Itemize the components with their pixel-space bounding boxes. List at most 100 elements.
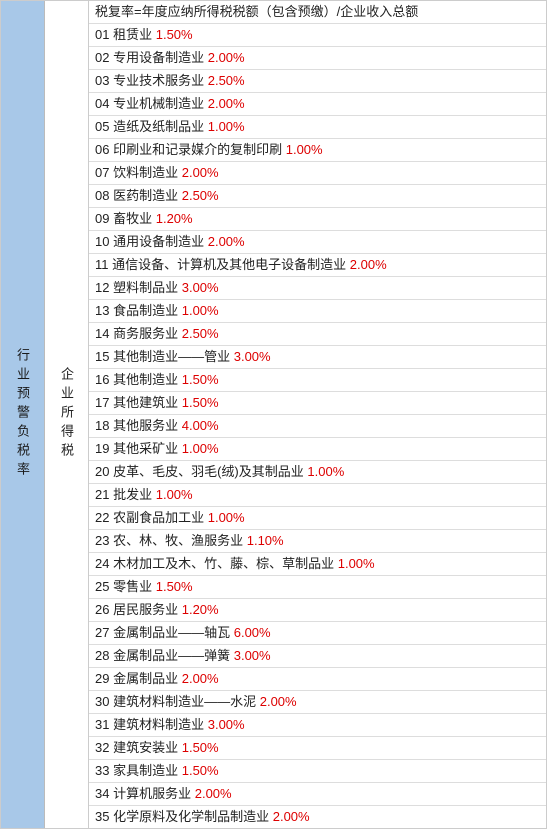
row-label: 其他服务业 bbox=[113, 418, 178, 433]
row-label: 租赁业 bbox=[113, 27, 152, 42]
row-number: 33 bbox=[95, 763, 109, 778]
table-row: 04 专业机械制造业 2.00% bbox=[89, 93, 546, 116]
row-rate: 1.50% bbox=[182, 395, 219, 410]
row-rate: 3.00% bbox=[234, 648, 271, 663]
row-number: 25 bbox=[95, 579, 109, 594]
row-label: 批发业 bbox=[113, 487, 152, 502]
row-number: 23 bbox=[95, 533, 109, 548]
row-label: 商务服务业 bbox=[113, 326, 178, 341]
row-number: 10 bbox=[95, 234, 109, 249]
row-number: 30 bbox=[95, 694, 109, 709]
formula-row: 税复率=年度应纳所得税税额（包含预缴）/企业收入总额 bbox=[89, 1, 546, 24]
row-rate: 3.00% bbox=[208, 717, 245, 732]
row-rate: 4.00% bbox=[182, 418, 219, 433]
table-row: 14 商务服务业 2.50% bbox=[89, 323, 546, 346]
table-row: 21 批发业 1.00% bbox=[89, 484, 546, 507]
table-row: 13 食品制造业 1.00% bbox=[89, 300, 546, 323]
row-number: 08 bbox=[95, 188, 109, 203]
row-rate: 1.20% bbox=[182, 602, 219, 617]
row-label: 皮革、毛皮、羽毛(绒)及其制品业 bbox=[113, 464, 304, 479]
row-number: 14 bbox=[95, 326, 109, 341]
row-rate: 1.00% bbox=[156, 487, 193, 502]
row-label: 通用设备制造业 bbox=[113, 234, 204, 249]
row-rate: 2.50% bbox=[208, 73, 245, 88]
row-rate: 1.00% bbox=[208, 119, 245, 134]
row-rate: 2.00% bbox=[182, 165, 219, 180]
row-rate: 3.00% bbox=[182, 280, 219, 295]
mid-header-text: 企业所得税 bbox=[57, 367, 76, 462]
row-rate: 1.00% bbox=[208, 510, 245, 525]
row-number: 17 bbox=[95, 395, 109, 410]
table-row: 35 化学原料及化学制品制造业 2.00% bbox=[89, 806, 546, 828]
rows-container: 税复率=年度应纳所得税税额（包含预缴）/企业收入总额 01 租赁业 1.50%0… bbox=[89, 1, 546, 828]
table-row: 17 其他建筑业 1.50% bbox=[89, 392, 546, 415]
row-number: 32 bbox=[95, 740, 109, 755]
row-rate: 1.10% bbox=[247, 533, 284, 548]
row-rate: 1.00% bbox=[338, 556, 375, 571]
row-rate: 1.00% bbox=[182, 303, 219, 318]
row-number: 03 bbox=[95, 73, 109, 88]
row-label: 其他建筑业 bbox=[113, 395, 178, 410]
row-number: 28 bbox=[95, 648, 109, 663]
row-rate: 1.50% bbox=[156, 27, 193, 42]
row-number: 01 bbox=[95, 27, 109, 42]
table-row: 10 通用设备制造业 2.00% bbox=[89, 231, 546, 254]
table-row: 09 畜牧业 1.20% bbox=[89, 208, 546, 231]
table-row: 16 其他制造业 1.50% bbox=[89, 369, 546, 392]
row-number: 21 bbox=[95, 487, 109, 502]
row-number: 22 bbox=[95, 510, 109, 525]
row-rate: 1.00% bbox=[286, 142, 323, 157]
table-row: 32 建筑安装业 1.50% bbox=[89, 737, 546, 760]
row-label: 金属制品业 bbox=[113, 671, 178, 686]
table-row: 28 金属制品业——弹簧 3.00% bbox=[89, 645, 546, 668]
row-rate: 2.00% bbox=[350, 257, 387, 272]
row-label: 农副食品加工业 bbox=[113, 510, 204, 525]
row-label: 零售业 bbox=[113, 579, 152, 594]
row-number: 07 bbox=[95, 165, 109, 180]
left-header-cell: 行业预警负税率 bbox=[1, 1, 45, 828]
row-number: 34 bbox=[95, 786, 109, 801]
table-row: 25 零售业 1.50% bbox=[89, 576, 546, 599]
table-row: 20 皮革、毛皮、羽毛(绒)及其制品业 1.00% bbox=[89, 461, 546, 484]
row-number: 26 bbox=[95, 602, 109, 617]
row-rate: 6.00% bbox=[234, 625, 271, 640]
row-rate: 1.50% bbox=[156, 579, 193, 594]
row-rate: 1.50% bbox=[182, 372, 219, 387]
table-row: 06 印刷业和记录媒介的复制印刷 1.00% bbox=[89, 139, 546, 162]
row-number: 20 bbox=[95, 464, 109, 479]
row-label: 建筑材料制造业——水泥 bbox=[113, 694, 256, 709]
row-label: 饮料制造业 bbox=[113, 165, 178, 180]
row-rate: 1.20% bbox=[156, 211, 193, 226]
row-label: 农、林、牧、渔服务业 bbox=[113, 533, 243, 548]
row-label: 居民服务业 bbox=[113, 602, 178, 617]
row-label: 医药制造业 bbox=[113, 188, 178, 203]
table-row: 22 农副食品加工业 1.00% bbox=[89, 507, 546, 530]
row-number: 18 bbox=[95, 418, 109, 433]
row-rate: 2.00% bbox=[273, 809, 310, 824]
row-label: 专用设备制造业 bbox=[113, 50, 204, 65]
row-number: 19 bbox=[95, 441, 109, 456]
row-rate: 2.00% bbox=[182, 671, 219, 686]
row-rate: 2.00% bbox=[260, 694, 297, 709]
row-number: 05 bbox=[95, 119, 109, 134]
row-number: 27 bbox=[95, 625, 109, 640]
table-row: 01 租赁业 1.50% bbox=[89, 24, 546, 47]
row-label: 金属制品业——弹簧 bbox=[113, 648, 230, 663]
row-label: 造纸及纸制品业 bbox=[113, 119, 204, 134]
row-number: 02 bbox=[95, 50, 109, 65]
row-rate: 3.00% bbox=[234, 349, 271, 364]
row-rate: 2.00% bbox=[195, 786, 232, 801]
table-row: 12 塑料制品业 3.00% bbox=[89, 277, 546, 300]
row-number: 31 bbox=[95, 717, 109, 732]
table-row: 05 造纸及纸制品业 1.00% bbox=[89, 116, 546, 139]
row-label: 其他制造业——管业 bbox=[113, 349, 230, 364]
row-rate: 1.50% bbox=[182, 763, 219, 778]
row-number: 29 bbox=[95, 671, 109, 686]
table-row: 29 金属制品业 2.00% bbox=[89, 668, 546, 691]
row-number: 16 bbox=[95, 372, 109, 387]
table-row: 33 家具制造业 1.50% bbox=[89, 760, 546, 783]
row-label: 塑料制品业 bbox=[113, 280, 178, 295]
table-row: 07 饮料制造业 2.00% bbox=[89, 162, 546, 185]
table-row: 11 通信设备、计算机及其他电子设备制造业 2.00% bbox=[89, 254, 546, 277]
row-rate: 2.00% bbox=[208, 50, 245, 65]
